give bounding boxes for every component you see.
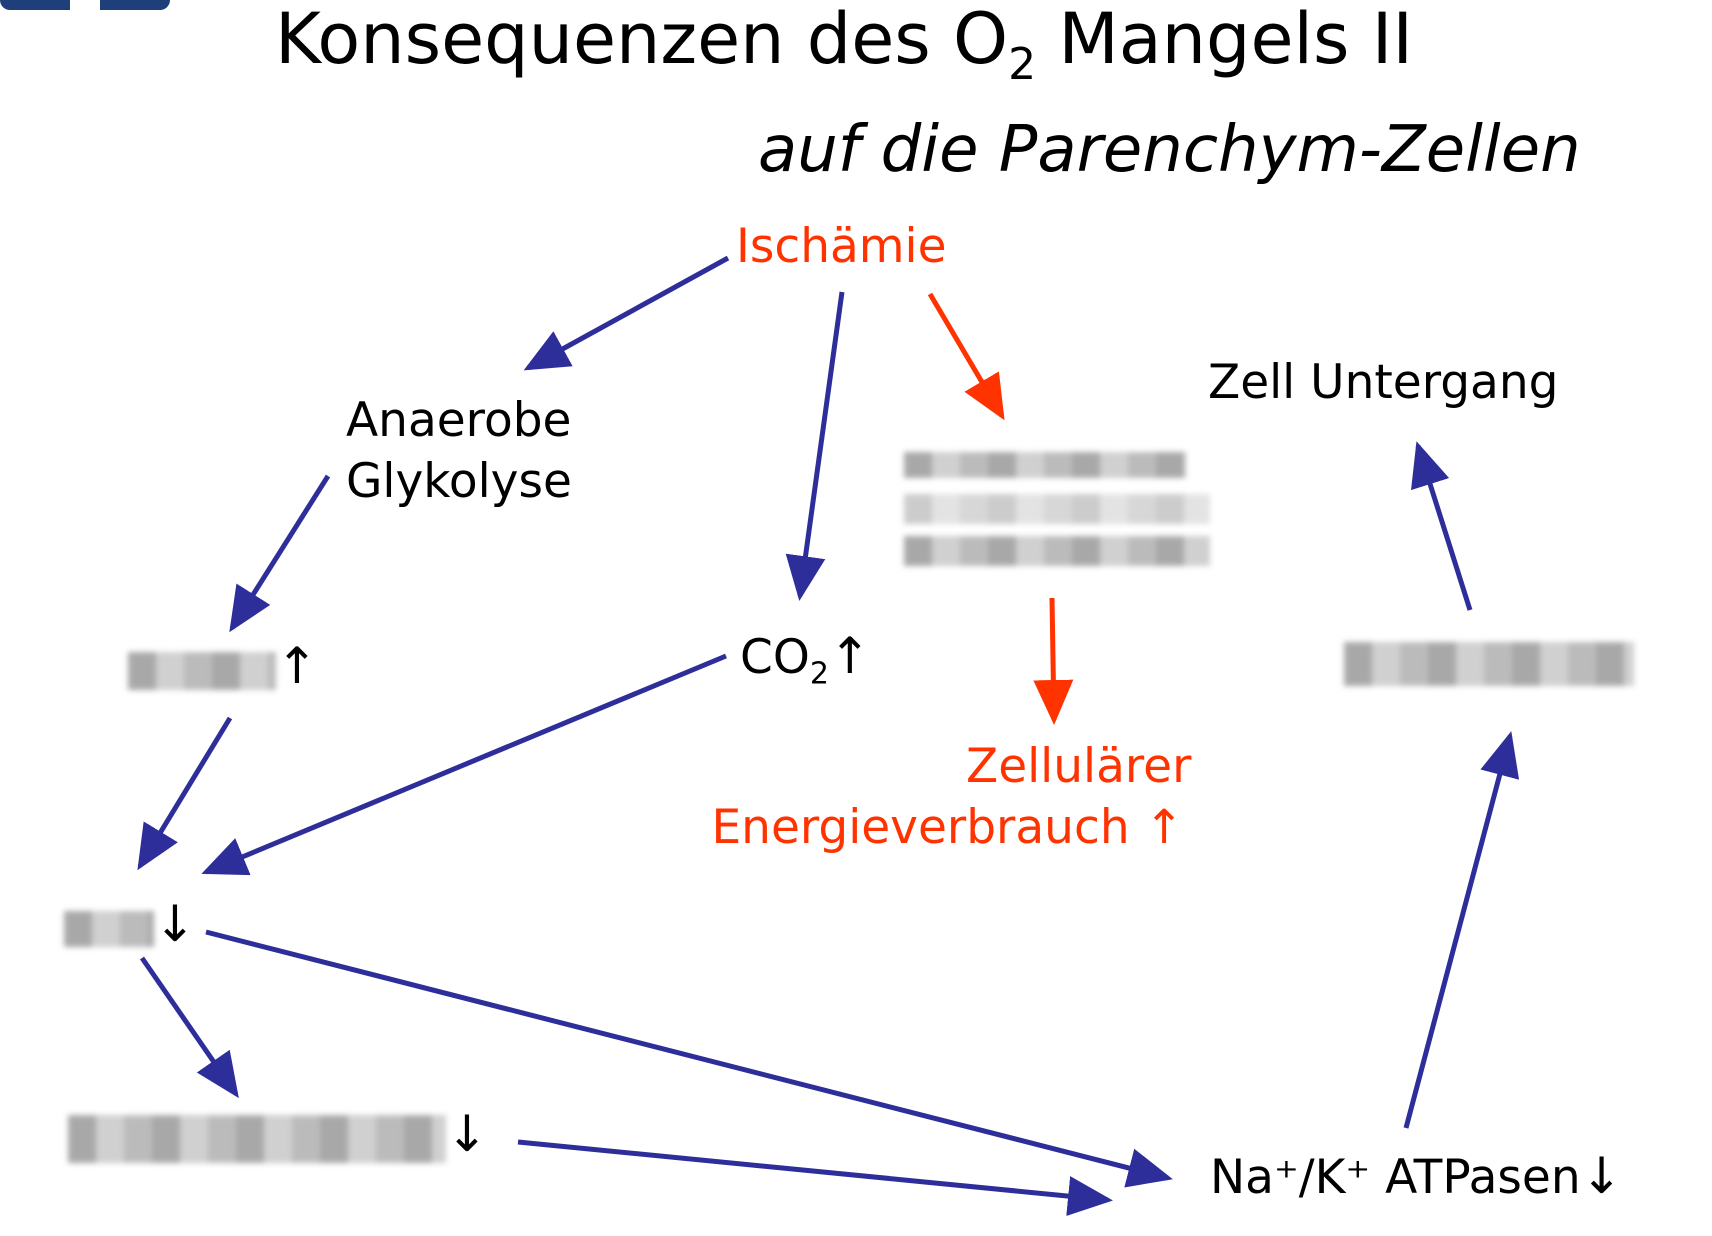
arrow-co2-to-ph [201, 653, 727, 876]
node-anaerobe-line1: Anaerobe [346, 393, 572, 448]
node-anaerobe-glykolyse: Anaerobe Glykolyse [346, 390, 572, 512]
node-energieverbrauch: Zellulärer Energieverbrauch ↑ [711, 736, 1192, 858]
arrow-atpasen-to-oedem [1403, 731, 1520, 1129]
title-text: Konsequenzen des O [275, 0, 1009, 80]
title-text-rest: Mangels II [1036, 0, 1413, 80]
co2-subscript: 2 [809, 656, 829, 692]
node-atpasen: Na⁺/K⁺ ATPasen↓ [1210, 1144, 1623, 1209]
arrow-atp-to-energieverbrauch [1033, 597, 1074, 725]
laktat-up-arrow: ↑ [276, 637, 318, 695]
atpasen-down-arrow: ↓ [1580, 1147, 1623, 1205]
slide-subtitle: auf die Parenchym-Zellen [758, 113, 1581, 187]
redacted-oedem [1344, 642, 1634, 686]
arrow-laktat-to-ph [137, 716, 233, 871]
ph-down-arrow: ↓ [154, 895, 196, 953]
arrow-ischaemie-to-glykolyse [523, 255, 730, 371]
arrow-ph-to-atpasen [205, 929, 1173, 1188]
node-ischaemie: Ischämie [736, 219, 947, 274]
title-subscript: 2 [1008, 39, 1037, 90]
redacted-ph [64, 910, 154, 947]
redacted-atp-line3 [904, 536, 1210, 566]
node-enzyme: ↓ [68, 1102, 488, 1167]
slide-title: Konsequenzen des O2 Mangels II [275, 4, 1413, 87]
arrow-ischaemie-to-atp [927, 292, 1005, 421]
energie-line2: Energieverbrauch ↑ [711, 800, 1184, 856]
redacted-enzyme [68, 1114, 446, 1163]
arrow-oedem-to-untergang [1411, 441, 1473, 611]
enzyme-down-arrow: ↓ [446, 1105, 488, 1163]
node-zell-untergang: Zell Untergang [1208, 355, 1559, 410]
arrow-enzyme-to-atpasen [517, 1139, 1113, 1216]
co2-up-arrow: ↑ [828, 627, 871, 685]
co2-label: CO [740, 630, 810, 685]
redacted-atp-line1 [904, 452, 1186, 478]
node-ph: ↓ [64, 892, 196, 957]
header-accent-decoration [0, 0, 170, 10]
node-laktat: ↑ [128, 634, 318, 699]
node-anaerobe-line2: Glykolyse [346, 454, 572, 510]
arrow-ischaemie-to-co2 [785, 291, 845, 601]
redacted-laktat [128, 651, 276, 690]
redacted-atp-line2 [904, 494, 1210, 524]
arrow-ph-to-enzyme [139, 956, 239, 1099]
energie-line1: Zellulärer [966, 739, 1192, 794]
node-co2: CO2↑ [740, 624, 871, 693]
arrow-glykolyse-to-laktat [229, 474, 331, 633]
atpasen-label: Na⁺/K⁺ ATPasen [1210, 1150, 1581, 1205]
